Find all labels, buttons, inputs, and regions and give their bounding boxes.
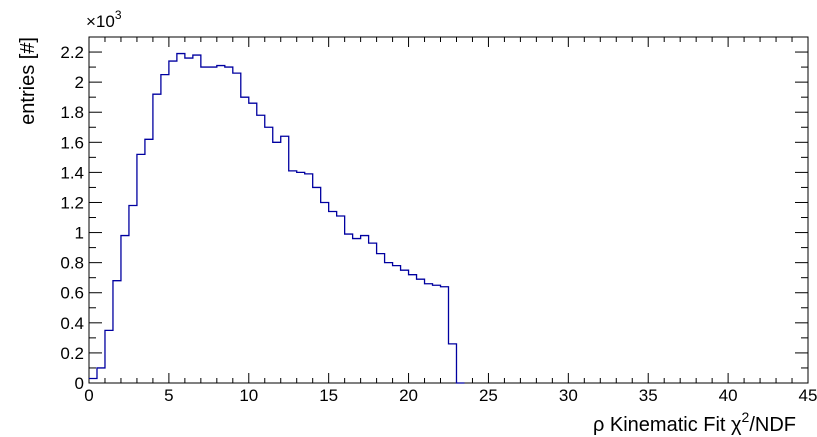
x-tick-label: 5 [164, 386, 173, 405]
tick-labels: 0 5 10 15 20 25 30 35 40 45 0 0.2 0.4 0.6 0.8 1 1.2 1.4 1.… [60, 43, 817, 405]
x-tick-label: 30 [559, 386, 578, 405]
y-tick-label: 1.2 [60, 193, 84, 212]
y-tick-label: 0.8 [60, 254, 84, 273]
x-tick-label: 20 [399, 386, 418, 405]
y-axis-title: entries [#] [17, 37, 39, 125]
x-tick-label: 40 [719, 386, 738, 405]
y-multiplier: ×103 [86, 8, 122, 31]
x-tick-label: 10 [239, 386, 258, 405]
x-tick-label: 0 [84, 386, 93, 405]
histogram-series [89, 52, 465, 384]
x-tick-label: 25 [479, 386, 498, 405]
y-tick-label: 1.4 [60, 163, 84, 182]
x-axis-title: ρ Kinematic Fit χ2/NDF [593, 409, 796, 436]
y-tick-label: 0.6 [60, 284, 84, 303]
y-tick-label: 0 [75, 374, 84, 393]
y-tick-label: 1.8 [60, 103, 84, 122]
y-tick-label: 1 [75, 224, 84, 243]
x-tick-label: 15 [319, 386, 338, 405]
plot-frame [88, 36, 809, 384]
y-tick-label: 2 [75, 73, 84, 92]
y-tick-label: 2.2 [60, 43, 84, 62]
x-tick-label: 35 [639, 386, 658, 405]
y-tick-label: 0.2 [60, 344, 84, 363]
tick-marks [88, 36, 809, 384]
x-tick-label: 45 [799, 386, 817, 405]
y-tick-label: 0.4 [60, 314, 84, 333]
y-tick-label: 1.6 [60, 133, 84, 152]
